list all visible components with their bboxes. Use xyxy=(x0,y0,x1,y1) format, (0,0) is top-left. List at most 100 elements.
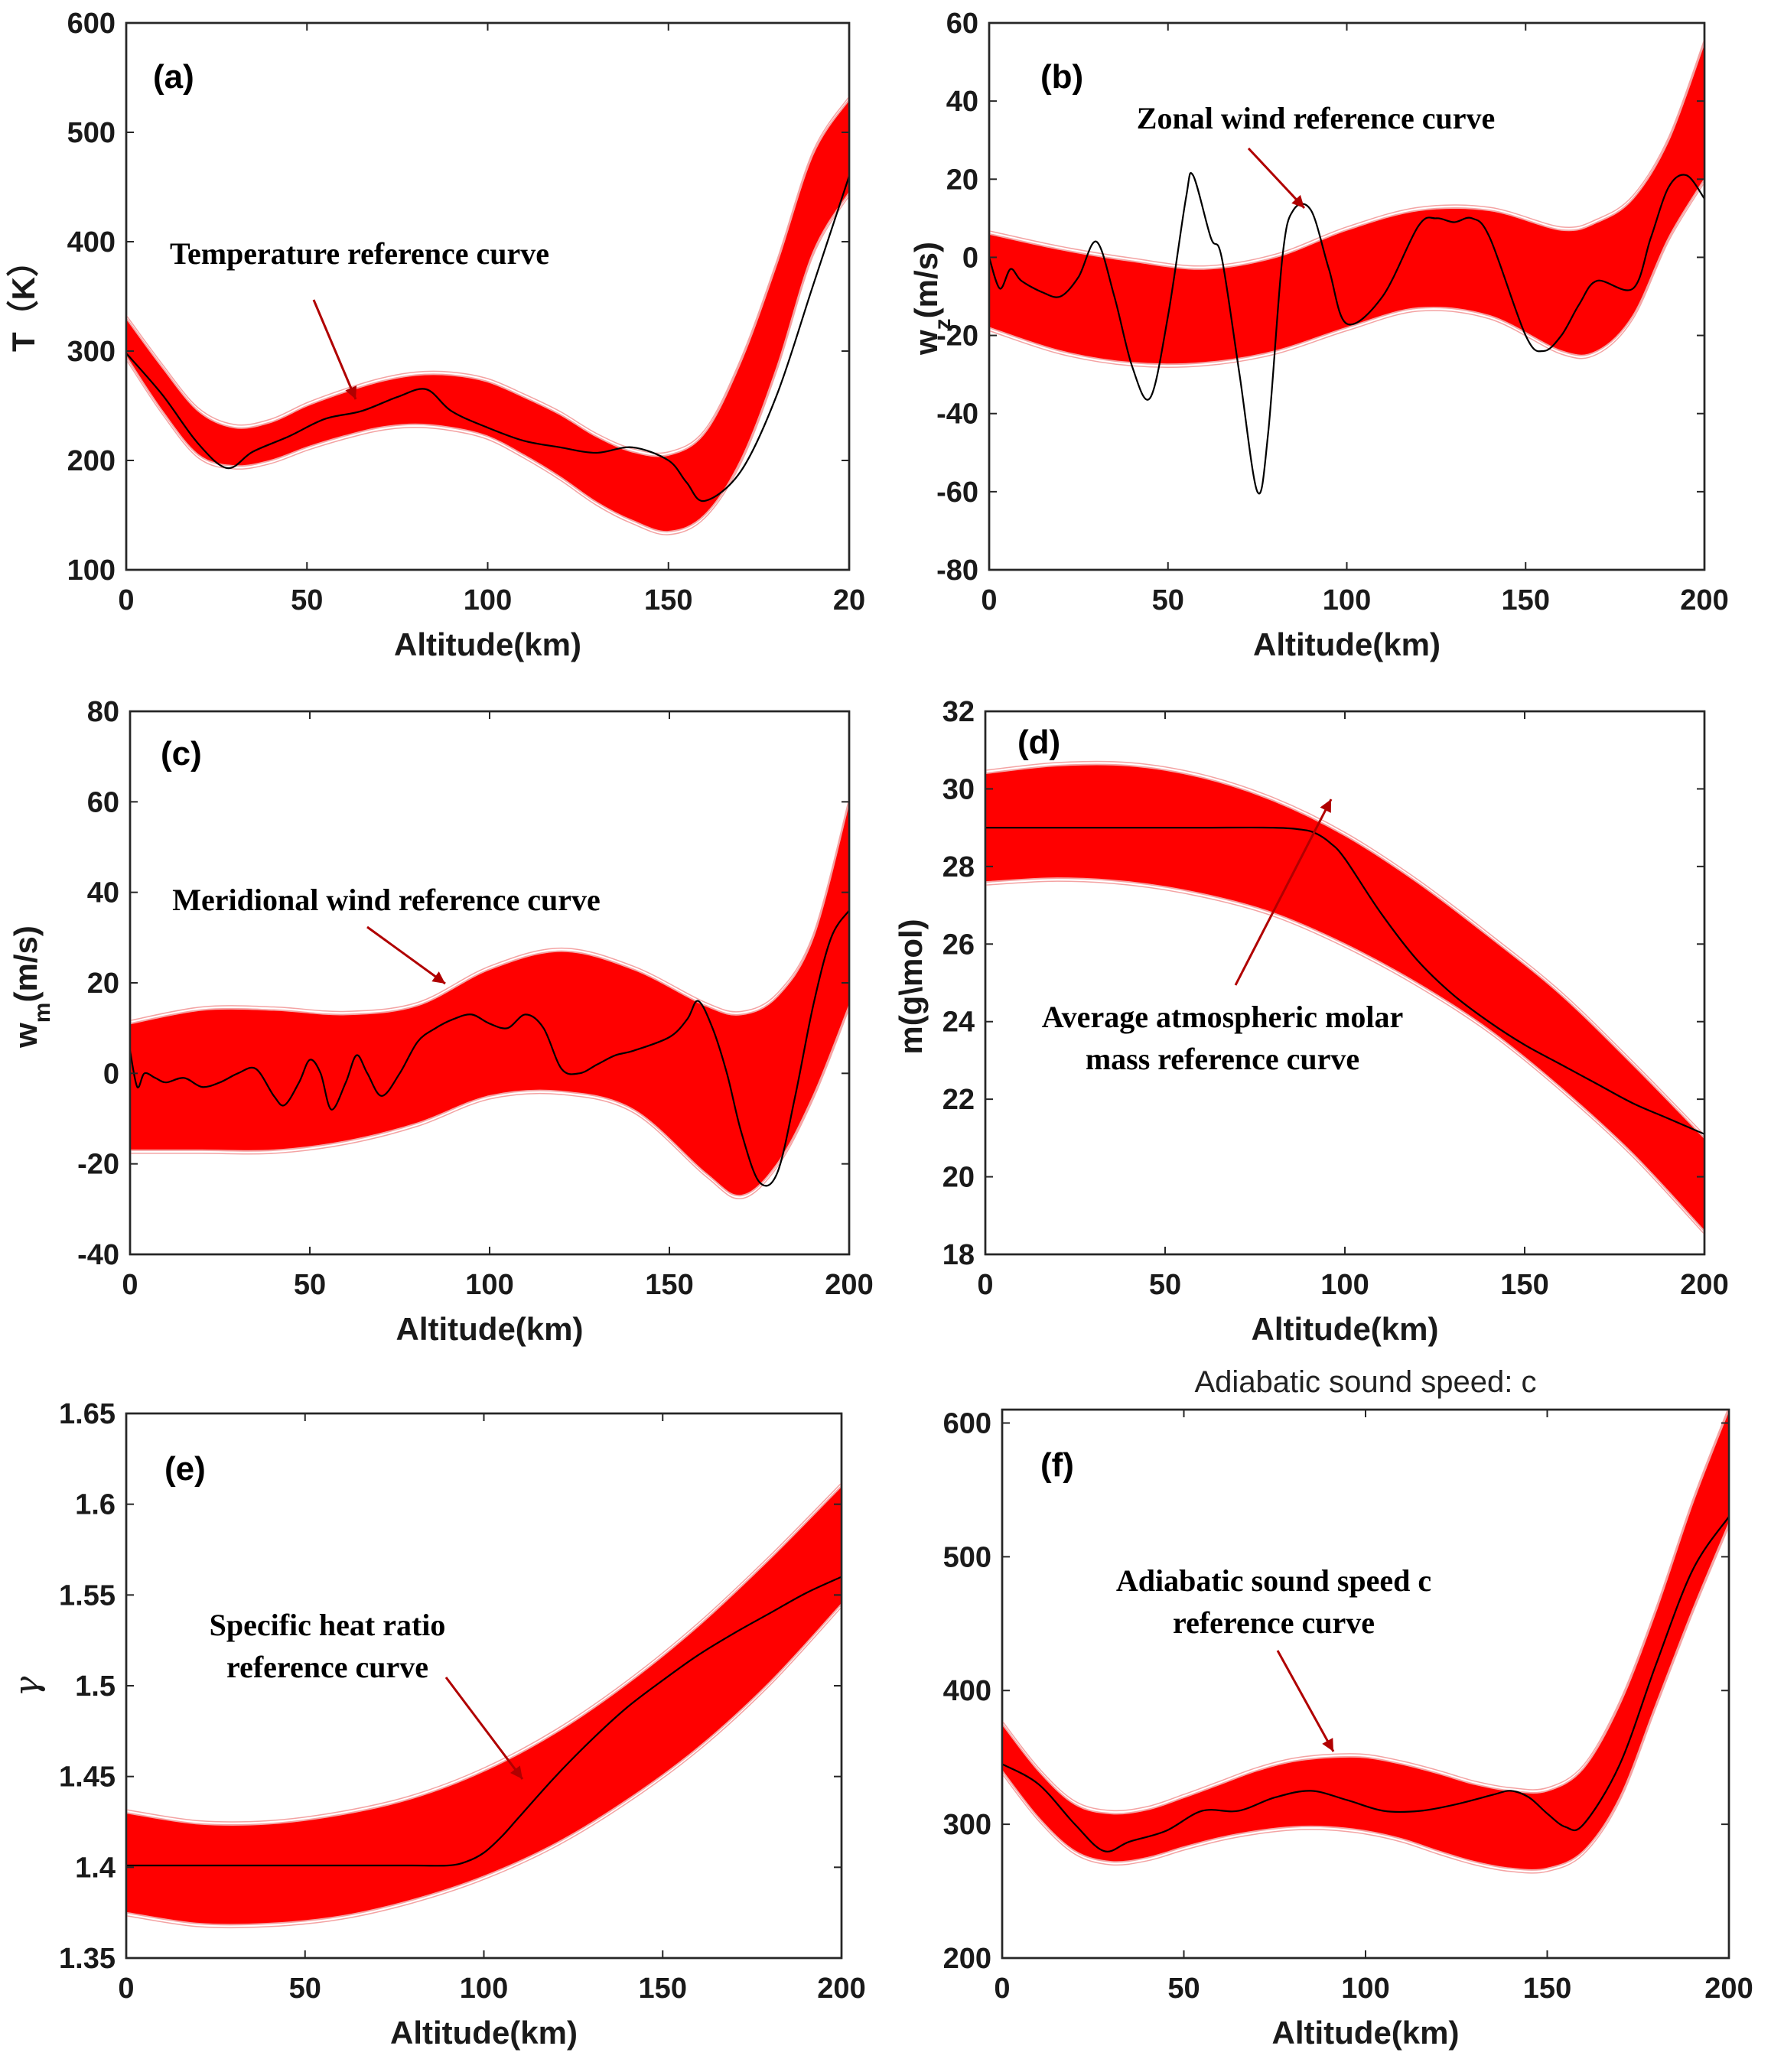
x-axis-label: Altitude(km) xyxy=(394,626,581,662)
plot-area xyxy=(1001,1408,1730,1960)
y-tick-label: -20 xyxy=(936,320,978,353)
annotation-arrowhead xyxy=(1322,1738,1333,1752)
y-axis-label-rest: (m/s) xyxy=(8,925,44,1002)
y-tick-label: 600 xyxy=(943,1407,991,1439)
annotation-arrow xyxy=(312,299,357,400)
band-edge-upper xyxy=(126,96,849,454)
annotation-text: Meridional wind reference curve xyxy=(172,883,601,917)
y-tick-label: 500 xyxy=(67,117,116,149)
uncertainty-band xyxy=(126,98,849,533)
x-tick-label: 200 xyxy=(1680,584,1728,616)
x-tick-label: 50 xyxy=(289,1973,321,2005)
x-tick-label: 150 xyxy=(1500,1269,1548,1301)
panel-e: 0 50 100 150 200 1.35 1.4 1.45 1.5 1.55 1.6 1.65 Alt… xyxy=(8,1398,866,2051)
y-tick-label: 1.5 xyxy=(75,1670,116,1703)
y-tick-label: 200 xyxy=(67,445,116,477)
y-tick-label: -40 xyxy=(936,398,978,431)
annotation-arrowhead xyxy=(1291,194,1304,208)
y-tick-label: 500 xyxy=(943,1541,991,1573)
x-tick-label: 100 xyxy=(464,584,512,616)
reference-curve xyxy=(130,909,849,1187)
panel-d: 0 50 100 150 200 18 20 22 24 26 28 30 32 Altitude(km)… xyxy=(893,696,1729,1347)
x-tick-label: 0 xyxy=(118,1973,134,2005)
y-tick-label: -40 xyxy=(77,1239,119,1271)
x-axis-label: Altitude(km) xyxy=(1252,1311,1439,1347)
x-tick-label: 0 xyxy=(981,584,997,616)
y-tick-label: 30 xyxy=(942,773,975,805)
y-tick-label: 20 xyxy=(946,164,978,196)
y-tick-label: -60 xyxy=(936,477,978,509)
panel-label: (c) xyxy=(161,735,202,773)
x-tick-label: 20 xyxy=(833,584,865,616)
x-axis-label: Altitude(km) xyxy=(396,1311,584,1347)
y-tick-label: 300 xyxy=(67,336,116,368)
band-edge-lower xyxy=(985,880,1704,1235)
x-axis-label: Altitude(km) xyxy=(1272,2015,1460,2051)
annotation-text: reference curve xyxy=(1173,1605,1375,1640)
x-tick-label: 50 xyxy=(291,584,323,616)
panel-c: 0 50 100 150 200 -40 -20 0 20 40 60 80 Altitude(km) w… xyxy=(8,696,874,1347)
annotation-arrow xyxy=(1247,147,1306,210)
x-tick-label: 200 xyxy=(1704,1973,1753,2005)
y-tick-label: 60 xyxy=(946,8,978,40)
y-axis-label: wm(m/s) xyxy=(8,925,55,1049)
panel-label: (a) xyxy=(153,58,194,96)
y-tick-label: 1.65 xyxy=(59,1398,116,1430)
y-tick-label: 26 xyxy=(942,929,975,961)
panel-label: (e) xyxy=(164,1450,206,1488)
y-tick-label: 0 xyxy=(103,1058,119,1090)
annotation-arrowhead xyxy=(345,385,357,399)
reference-curve xyxy=(1002,1516,1729,1852)
y-tick-label: 20 xyxy=(942,1162,975,1194)
x-tick-label: 50 xyxy=(1149,1269,1181,1301)
y-tick-label: 80 xyxy=(87,696,119,728)
x-tick-label: 150 xyxy=(645,1269,693,1301)
y-axis-label: γ xyxy=(8,1676,47,1696)
y-tick-label: 400 xyxy=(943,1675,991,1707)
y-tick-label: 40 xyxy=(946,86,978,118)
y-tick-label: 20 xyxy=(87,968,119,1000)
y-tick-label: 18 xyxy=(942,1239,975,1271)
y-tick-label: 22 xyxy=(942,1084,975,1116)
plot-content xyxy=(1002,1410,1729,1874)
y-axis-label-base: w xyxy=(908,330,944,356)
y-tick-label: 40 xyxy=(87,877,119,909)
band-edge-upper xyxy=(989,39,1704,267)
y-tick-label: 1.4 xyxy=(75,1852,116,1884)
y-axis-label: m(g\mol) xyxy=(893,919,929,1054)
reference-curve xyxy=(126,1576,842,1867)
plot-content xyxy=(126,1482,842,1929)
y-tick-label: 400 xyxy=(67,226,116,259)
x-tick-label: 150 xyxy=(1502,584,1550,616)
x-tick-label: 200 xyxy=(1680,1269,1728,1301)
panel-a: 0 50 100 150 20 100 200 300 400 500 600 Altitude(km… xyxy=(5,8,865,662)
y-tick-label: 0 xyxy=(962,242,978,274)
uncertainty-band xyxy=(126,1485,842,1926)
reference-curve xyxy=(985,826,1704,1135)
annotation-arrowhead xyxy=(431,971,445,984)
y-tick-label: 28 xyxy=(942,851,975,883)
reference-curve xyxy=(126,175,849,503)
y-tick-label: 1.6 xyxy=(75,1489,116,1521)
x-tick-label: 150 xyxy=(1523,1973,1571,2005)
y-tick-label: 60 xyxy=(87,786,119,818)
band-edge-lower xyxy=(1002,1526,1729,1874)
x-tick-label: 100 xyxy=(1323,584,1371,616)
annotation-text: reference curve xyxy=(226,1650,428,1684)
x-tick-label: 200 xyxy=(825,1269,873,1301)
x-axis-label: Altitude(km) xyxy=(390,2015,578,2051)
y-tick-label: 600 xyxy=(67,8,116,40)
y-tick-label: 100 xyxy=(67,555,116,587)
reference-curve xyxy=(989,171,1704,495)
annotation-text: Specific heat ratio xyxy=(210,1608,446,1642)
x-tick-label: 0 xyxy=(122,1269,138,1301)
panel-label: (b) xyxy=(1040,58,1083,96)
x-tick-label: 0 xyxy=(994,1973,1010,2005)
annotation-text: Temperature reference curve xyxy=(170,236,549,271)
annotation-arrowhead xyxy=(509,1765,523,1779)
y-axis-label-subscript: m xyxy=(30,1003,55,1023)
x-tick-label: 100 xyxy=(1341,1973,1389,2005)
panel-label: (f) xyxy=(1040,1446,1074,1484)
x-tick-label: 100 xyxy=(1320,1269,1369,1301)
